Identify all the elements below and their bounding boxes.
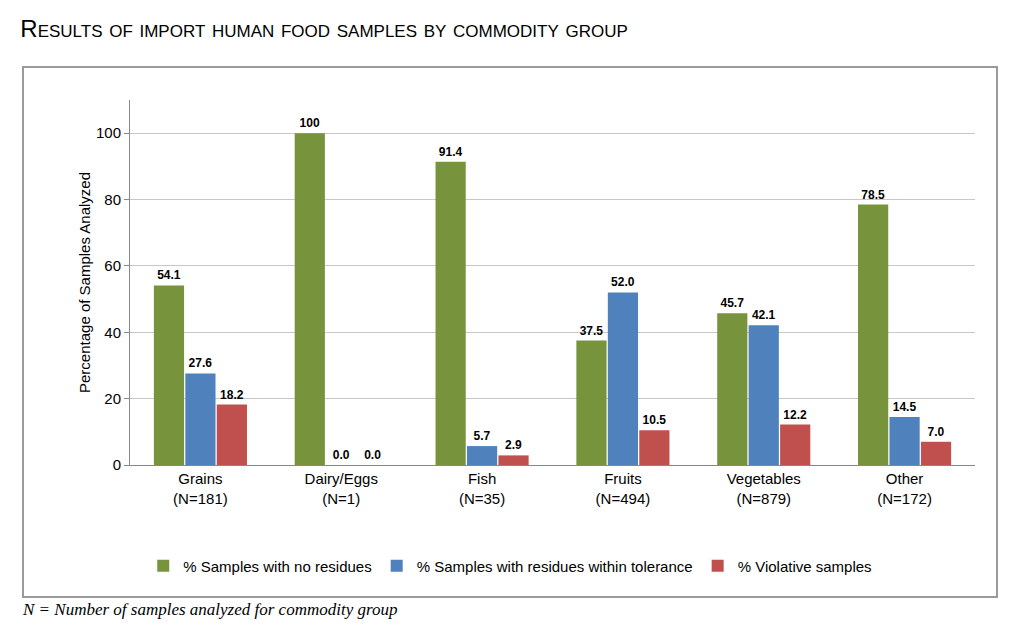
svg-text:78.5: 78.5 [861, 188, 885, 202]
svg-text:% Violative samples: % Violative samples [738, 558, 872, 575]
svg-text:0.0: 0.0 [333, 448, 350, 462]
svg-text:12.2: 12.2 [783, 408, 807, 422]
svg-text:10.5: 10.5 [643, 413, 667, 427]
svg-text:27.6: 27.6 [189, 356, 213, 370]
svg-text:Percentage of Samples Analyzed: Percentage of Samples Analyzed [76, 172, 93, 393]
svg-text:N = Number of samples analyzed: N = Number of samples analyzed for commo… [22, 600, 397, 619]
svg-text:0: 0 [113, 456, 121, 473]
svg-text:0.0: 0.0 [364, 448, 381, 462]
svg-text:54.1: 54.1 [157, 268, 181, 282]
svg-text:42.1: 42.1 [752, 308, 776, 322]
svg-text:100: 100 [300, 116, 320, 130]
svg-text:Fruits(N=494): Fruits(N=494) [596, 470, 651, 507]
svg-text:60: 60 [104, 257, 121, 274]
svg-text:% Samples with no residues: % Samples with no residues [183, 558, 371, 575]
svg-text:Dairy/Eggs(N=1): Dairy/Eggs(N=1) [305, 470, 378, 507]
svg-text:7.0: 7.0 [928, 425, 945, 439]
svg-text:Results of import human food s: Results of import human food samples by … [20, 15, 628, 42]
svg-text:Vegetables(N=879): Vegetables(N=879) [727, 470, 801, 507]
svg-text:% Samples with residues within: % Samples with residues within tolerance [417, 558, 693, 575]
svg-text:18.2: 18.2 [220, 388, 244, 402]
svg-text:100: 100 [96, 124, 121, 141]
svg-text:20: 20 [104, 390, 121, 407]
svg-text:5.7: 5.7 [474, 429, 491, 443]
svg-text:2.9: 2.9 [505, 438, 522, 452]
svg-text:Fish(N=35): Fish(N=35) [459, 470, 505, 507]
svg-text:14.5: 14.5 [893, 400, 917, 414]
svg-text:45.7: 45.7 [720, 296, 744, 310]
svg-text:Grains(N=181): Grains(N=181) [173, 470, 228, 507]
svg-text:80: 80 [104, 191, 121, 208]
svg-text:40: 40 [104, 324, 121, 341]
svg-text:52.0: 52.0 [611, 275, 635, 289]
svg-text:37.5: 37.5 [580, 324, 604, 338]
svg-text:91.4: 91.4 [439, 145, 463, 159]
svg-text:Other(N=172): Other(N=172) [877, 470, 932, 507]
